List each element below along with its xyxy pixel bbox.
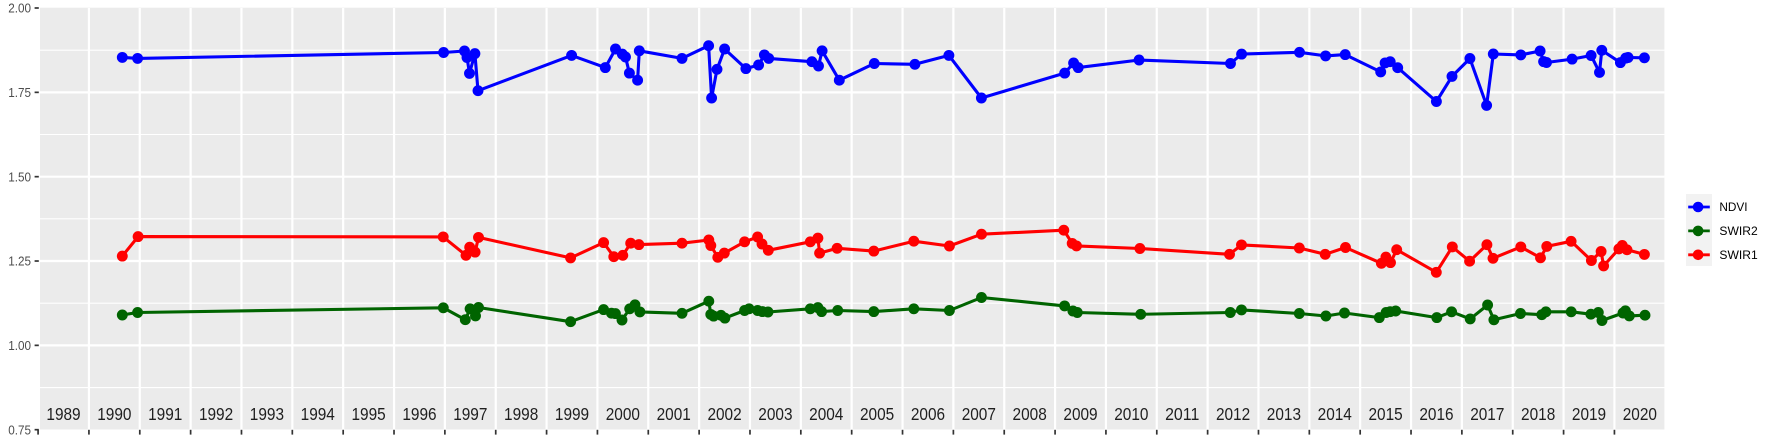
svg-text:SWIR1: SWIR1 [1719,249,1757,262]
svg-text:0.75: 0.75 [8,423,31,437]
svg-text:2013: 2013 [1267,404,1301,424]
svg-text:1992: 1992 [199,404,233,424]
svg-text:2002: 2002 [707,404,741,424]
svg-text:2005: 2005 [860,404,894,424]
svg-text:SWIR2: SWIR2 [1719,225,1757,238]
svg-text:1990: 1990 [97,404,131,424]
svg-text:2010: 2010 [1114,404,1148,424]
svg-text:2007: 2007 [962,404,996,424]
svg-text:1996: 1996 [402,404,436,424]
svg-text:2006: 2006 [911,404,945,424]
svg-text:2.00: 2.00 [8,2,31,16]
svg-text:1.50: 1.50 [8,170,31,184]
svg-text:1994: 1994 [301,404,335,424]
svg-text:2020: 2020 [1623,404,1657,424]
svg-text:2008: 2008 [1013,404,1047,424]
svg-text:2001: 2001 [657,404,691,424]
svg-text:2009: 2009 [1063,404,1097,424]
svg-text:NDVI: NDVI [1719,201,1747,214]
svg-text:2011: 2011 [1165,404,1199,424]
svg-text:1989: 1989 [46,404,80,424]
svg-text:1998: 1998 [504,404,538,424]
svg-text:2019: 2019 [1572,404,1606,424]
svg-text:1.00: 1.00 [8,339,31,353]
svg-text:1999: 1999 [555,404,589,424]
svg-text:1993: 1993 [250,404,284,424]
svg-text:2015: 2015 [1369,404,1403,424]
svg-text:2018: 2018 [1521,404,1555,424]
svg-text:2004: 2004 [809,404,843,424]
svg-text:1995: 1995 [352,404,386,424]
svg-text:1997: 1997 [453,404,487,424]
svg-text:2003: 2003 [758,404,792,424]
svg-text:1991: 1991 [148,404,182,424]
svg-text:1.25: 1.25 [8,255,31,269]
svg-text:2012: 2012 [1216,404,1250,424]
svg-text:2000: 2000 [606,404,640,424]
svg-text:2016: 2016 [1419,404,1453,424]
svg-text:1.75: 1.75 [8,86,31,100]
svg-text:2017: 2017 [1470,404,1504,424]
svg-text:2014: 2014 [1318,404,1352,424]
